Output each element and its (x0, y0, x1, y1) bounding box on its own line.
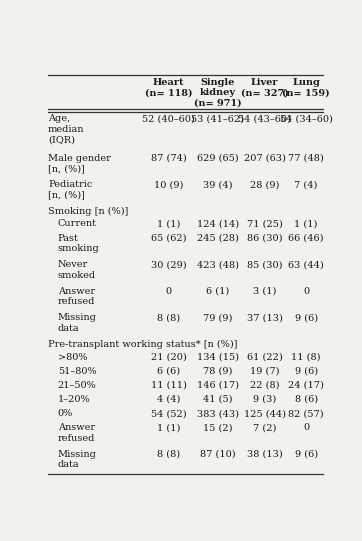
Text: 8 (8): 8 (8) (157, 313, 180, 322)
Text: Pre-transplant working status* [n (%)]: Pre-transplant working status* [n (%)] (48, 340, 237, 349)
Text: 1 (1): 1 (1) (157, 220, 180, 228)
Text: 19 (7): 19 (7) (250, 367, 279, 376)
Text: 146 (17): 146 (17) (197, 381, 239, 390)
Text: 11 (8): 11 (8) (291, 353, 321, 361)
Text: 82 (57): 82 (57) (289, 409, 324, 418)
Text: 53 (41–62): 53 (41–62) (191, 115, 244, 123)
Text: 52 (40–60): 52 (40–60) (142, 115, 195, 123)
Text: Single
kidney
(n= 971): Single kidney (n= 971) (194, 78, 241, 108)
Text: 86 (30): 86 (30) (247, 234, 282, 242)
Text: >80%: >80% (58, 353, 87, 361)
Text: 77 (48): 77 (48) (288, 154, 324, 163)
Text: 1–20%: 1–20% (58, 395, 90, 404)
Text: Liver
(n= 327): Liver (n= 327) (241, 78, 289, 97)
Text: 87 (10): 87 (10) (200, 450, 236, 459)
Text: 54 (52): 54 (52) (151, 409, 186, 418)
Text: 79 (9): 79 (9) (203, 313, 232, 322)
Text: 629 (65): 629 (65) (197, 154, 239, 163)
Text: 134 (15): 134 (15) (197, 353, 239, 361)
Text: 7 (4): 7 (4) (294, 180, 318, 189)
Text: 207 (63): 207 (63) (244, 154, 286, 163)
Text: 9 (6): 9 (6) (295, 313, 318, 322)
Text: 63 (44): 63 (44) (288, 260, 324, 269)
Text: 21–50%: 21–50% (58, 381, 97, 390)
Text: Current: Current (58, 220, 97, 228)
Text: 87 (74): 87 (74) (151, 154, 186, 163)
Text: 1 (1): 1 (1) (294, 220, 318, 228)
Text: Smoking [n (%)]: Smoking [n (%)] (48, 207, 129, 216)
Text: 0: 0 (303, 423, 309, 432)
Text: 0%: 0% (58, 409, 73, 418)
Text: Missing
data: Missing data (58, 450, 97, 469)
Text: Age,
median
(IQR): Age, median (IQR) (48, 115, 85, 144)
Text: 9 (6): 9 (6) (295, 450, 318, 459)
Text: 24 (17): 24 (17) (288, 381, 324, 390)
Text: 22 (8): 22 (8) (250, 381, 279, 390)
Text: 1 (1): 1 (1) (157, 423, 180, 432)
Text: 85 (30): 85 (30) (247, 260, 282, 269)
Text: 9 (6): 9 (6) (295, 367, 318, 376)
Text: 6 (1): 6 (1) (206, 287, 230, 296)
Text: 7 (2): 7 (2) (253, 423, 277, 432)
Text: 9 (3): 9 (3) (253, 395, 277, 404)
Text: Pediatric
[n, (%)]: Pediatric [n, (%)] (48, 180, 92, 200)
Text: 61 (22): 61 (22) (247, 353, 283, 361)
Text: Heart
(n= 118): Heart (n= 118) (145, 78, 193, 97)
Text: 3 (1): 3 (1) (253, 287, 277, 296)
Text: 15 (2): 15 (2) (203, 423, 232, 432)
Text: 78 (9): 78 (9) (203, 367, 232, 376)
Text: 71 (25): 71 (25) (247, 220, 283, 228)
Text: Answer
refused: Answer refused (58, 287, 95, 306)
Text: 65 (62): 65 (62) (151, 234, 186, 242)
Text: 124 (14): 124 (14) (197, 220, 239, 228)
Text: 54 (34–60): 54 (34–60) (280, 115, 333, 123)
Text: Past
smoking: Past smoking (58, 234, 100, 253)
Text: 6 (6): 6 (6) (157, 367, 180, 376)
Text: 41 (5): 41 (5) (203, 395, 232, 404)
Text: 0: 0 (166, 287, 172, 296)
Text: 4 (4): 4 (4) (157, 395, 180, 404)
Text: Answer
refused: Answer refused (58, 423, 95, 443)
Text: 0: 0 (303, 287, 309, 296)
Text: 125 (44): 125 (44) (244, 409, 286, 418)
Text: 10 (9): 10 (9) (154, 180, 184, 189)
Text: Male gender
[n, (%)]: Male gender [n, (%)] (48, 154, 111, 173)
Text: Missing
data: Missing data (58, 313, 97, 333)
Text: Lung
(n= 159): Lung (n= 159) (282, 78, 330, 97)
Text: 11 (11): 11 (11) (151, 381, 187, 390)
Text: Never
smoked: Never smoked (58, 260, 96, 280)
Text: 8 (6): 8 (6) (295, 395, 318, 404)
Text: 51–80%: 51–80% (58, 367, 97, 376)
Text: 30 (29): 30 (29) (151, 260, 186, 269)
Text: 38 (13): 38 (13) (247, 450, 283, 459)
Text: 37 (13): 37 (13) (247, 313, 283, 322)
Text: 21 (20): 21 (20) (151, 353, 186, 361)
Text: 54 (43–60): 54 (43–60) (238, 115, 291, 123)
Text: 8 (8): 8 (8) (157, 450, 180, 459)
Text: 245 (28): 245 (28) (197, 234, 239, 242)
Text: 383 (43): 383 (43) (197, 409, 239, 418)
Text: 66 (46): 66 (46) (289, 234, 324, 242)
Text: 423 (48): 423 (48) (197, 260, 239, 269)
Text: 39 (4): 39 (4) (203, 180, 232, 189)
Text: 28 (9): 28 (9) (250, 180, 279, 189)
